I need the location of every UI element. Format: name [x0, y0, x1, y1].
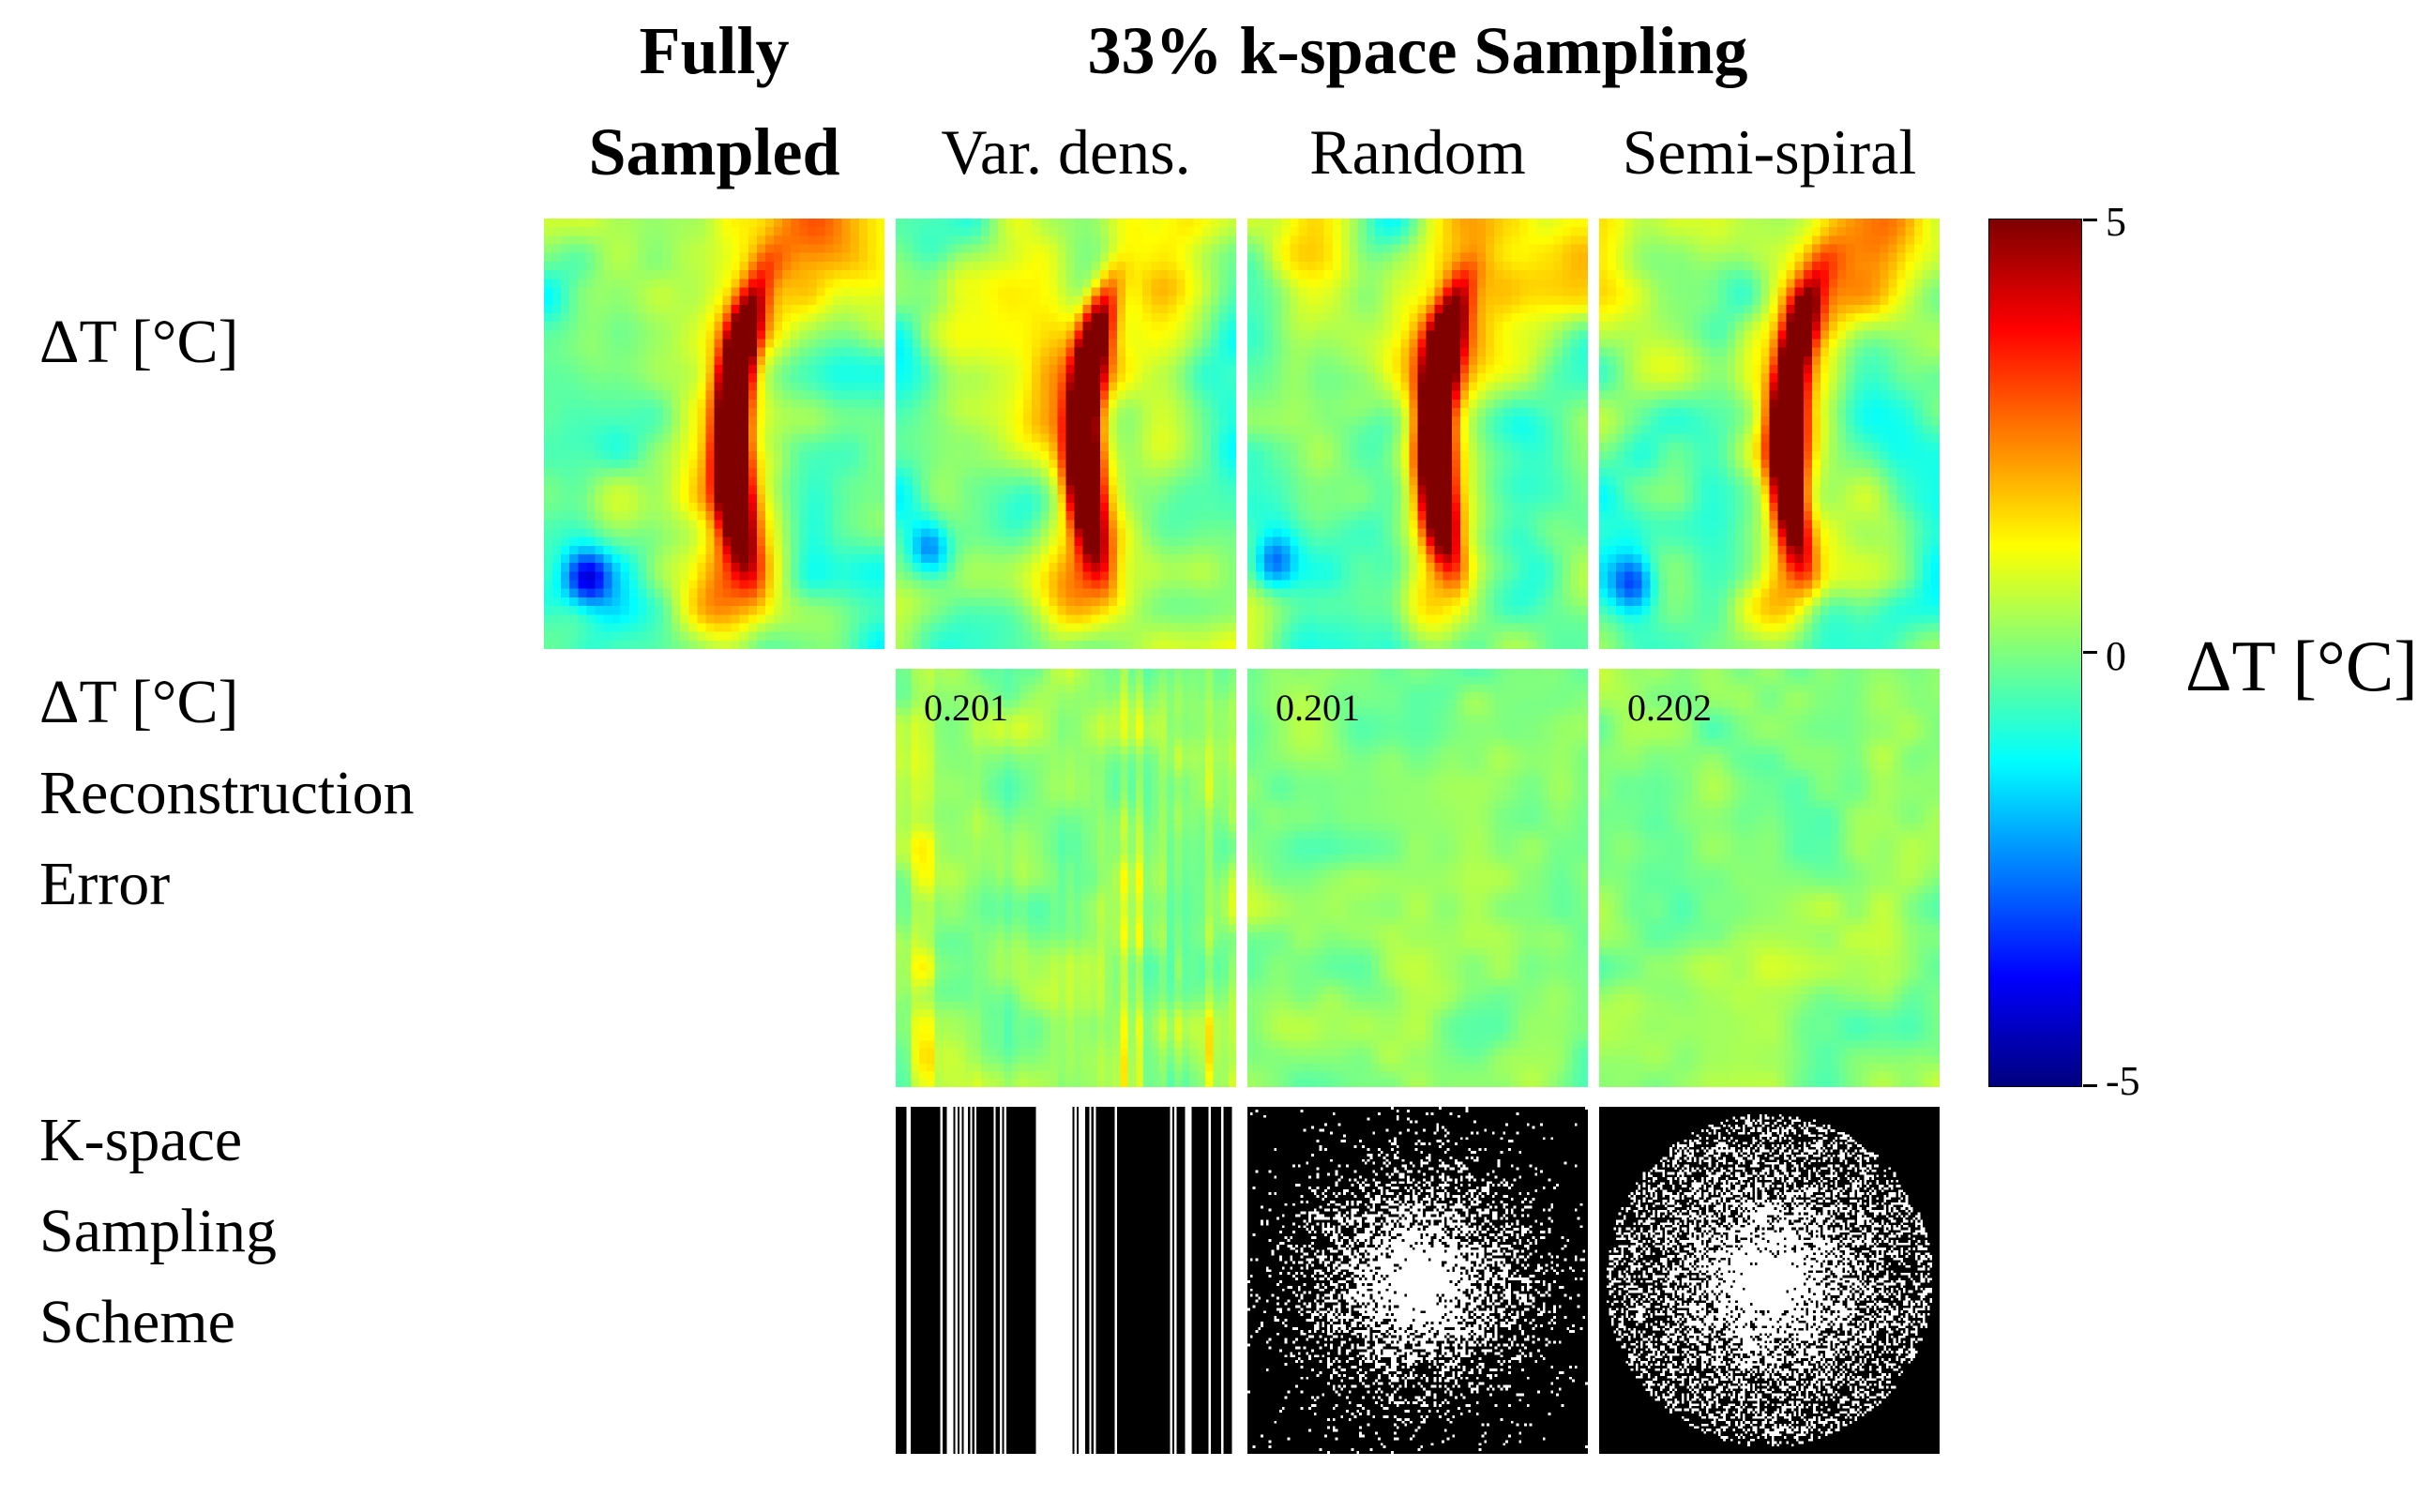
column-header-random: Random — [1309, 116, 1526, 188]
colorbar — [1988, 219, 2082, 1087]
colorbar-tick-label-min: -5 — [2106, 1058, 2140, 1104]
dt-map-random — [1247, 219, 1588, 649]
dt-map-semi-spiral — [1599, 219, 1940, 649]
header-fully-sampled: Fully Sampled — [588, 13, 840, 189]
colorbar-title: ΔT [°C] — [2185, 626, 2417, 706]
error-value-var-dens: 0.201 — [924, 687, 1008, 729]
row-label-reconstruction-error: ΔT [°C] Reconstruction Error — [39, 668, 415, 918]
row-label-kspace-scheme: K-space Sampling Scheme — [39, 1106, 278, 1356]
column-header-semi-spiral: Semi-spiral — [1622, 116, 1917, 188]
error-map-random — [1247, 669, 1588, 1087]
kspace-scheme-random — [1247, 1107, 1588, 1454]
header-33-kspace-sampling: 33% k-space Sampling — [1087, 13, 1748, 88]
kspace-scheme-var-dens — [896, 1107, 1236, 1454]
kspace-scheme-semi-spiral — [1599, 1107, 1940, 1454]
column-header-var-dens: Var. dens. — [941, 116, 1191, 188]
row-label-dt: ΔT [°C] — [39, 308, 239, 376]
colorbar-tick-max — [2083, 219, 2097, 221]
colorbar-tick-min — [2083, 1084, 2097, 1087]
dt-map-fully-sampled — [544, 219, 884, 649]
dt-map-var-dens — [896, 219, 1236, 649]
error-map-semi-spiral — [1599, 669, 1940, 1087]
error-value-random: 0.201 — [1276, 687, 1360, 729]
error-value-semi-spiral: 0.202 — [1627, 687, 1712, 729]
error-map-var-dens — [896, 669, 1236, 1087]
colorbar-tick-zero — [2083, 651, 2097, 654]
colorbar-tick-label-zero: 0 — [2106, 633, 2126, 679]
colorbar-tick-label-max: 5 — [2106, 199, 2126, 245]
